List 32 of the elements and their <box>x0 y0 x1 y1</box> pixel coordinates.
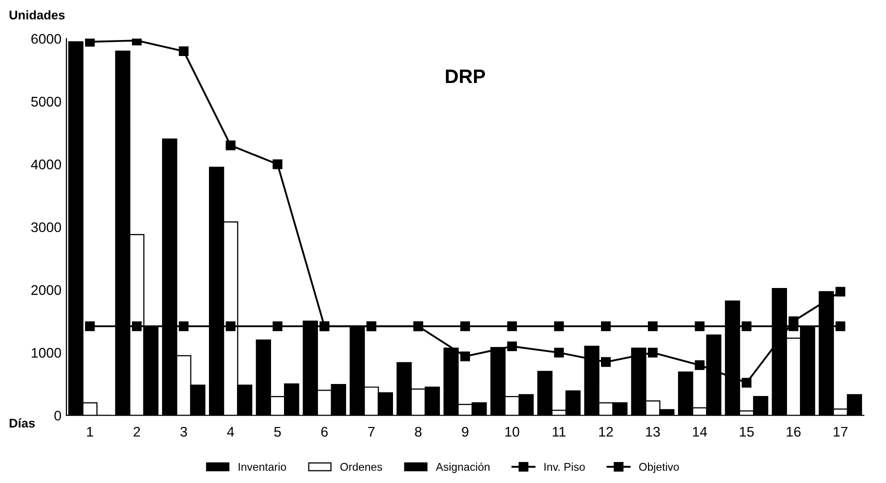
legend-label: Inventario <box>238 462 286 471</box>
x-axis-title: Días <box>10 418 35 428</box>
y-tick-label: 4000 <box>31 160 62 170</box>
x-tick-label: 16 <box>786 426 801 437</box>
x-tick-label: 3 <box>180 426 187 437</box>
y-tick-label: 6000 <box>31 34 62 44</box>
x-tick-label: 4 <box>227 427 234 437</box>
legend-label: Objetivo <box>639 462 679 473</box>
x-tick-label: 7 <box>368 427 375 437</box>
y-axis-title: Unidades <box>10 10 65 20</box>
x-tick-label: 15 <box>740 427 754 437</box>
legend-label: Ordenes <box>340 462 382 471</box>
legend-label: Asignación <box>436 462 490 473</box>
x-tick-label: 10 <box>505 426 520 437</box>
y-tick-label: 2000 <box>31 285 62 295</box>
x-tick-label: 17 <box>834 427 848 437</box>
y-tick-label: 0 <box>54 410 62 421</box>
y-tick-label: 5000 <box>31 96 62 107</box>
x-tick-label: 9 <box>462 426 468 437</box>
x-tick-label: 13 <box>646 426 660 437</box>
x-tick-label: 8 <box>414 426 422 437</box>
x-tick-label: 1 <box>87 427 94 437</box>
y-tick-label: 1000 <box>32 348 62 358</box>
legend-label: Inv. Piso <box>544 462 585 471</box>
x-tick-label: 12 <box>599 426 613 437</box>
x-tick-label: 2 <box>134 426 140 437</box>
text: DRP <box>446 70 486 84</box>
y-tick-label: 3000 <box>31 222 62 232</box>
x-tick-label: 6 <box>321 426 328 437</box>
x-tick-label: 5 <box>274 427 281 437</box>
x-tick-label: 11 <box>552 427 566 437</box>
x-tick-label: 14 <box>693 427 707 437</box>
